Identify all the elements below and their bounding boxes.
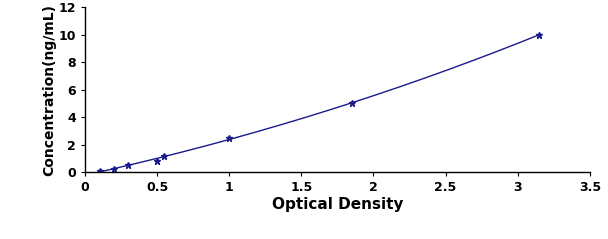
Y-axis label: Concentration(ng/mL): Concentration(ng/mL) bbox=[42, 4, 56, 176]
X-axis label: Optical Density: Optical Density bbox=[272, 197, 403, 212]
